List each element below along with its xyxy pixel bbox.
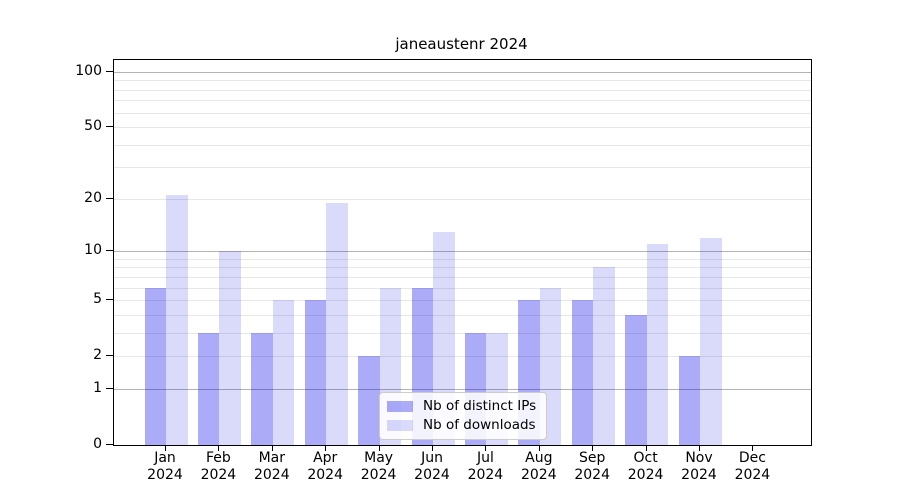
x-tick-mark [271,445,273,451]
x-tick-label: Jun 2024 [414,450,450,483]
gridline [114,287,811,289]
gridline [114,127,811,129]
y-tick-label: 10 [84,242,102,259]
bar-downloads [700,237,722,445]
gridline [114,100,811,102]
y-tick-mark [106,299,113,301]
x-tick-mark [592,445,594,451]
gridline [114,389,811,390]
x-tick-label: Apr 2024 [307,450,343,483]
x-tick-label: Sep 2024 [574,450,610,483]
x-tick-mark [165,445,166,451]
y-tick-label: 5 [93,291,102,308]
gridline [114,332,811,334]
x-tick-label: May 2024 [360,450,397,483]
x-tick-label: Aug 2024 [520,450,557,483]
gridline [114,144,811,146]
y-tick-label: 2 [93,347,102,364]
x-tick-mark [699,445,700,451]
gridline [114,276,811,278]
bar-distinct-ips [197,332,220,445]
bar-downloads [166,195,188,445]
y-tick-mark [106,197,113,199]
bar-distinct-ips [678,356,700,445]
x-tick-mark [752,445,754,451]
y-tick-label: 1 [93,380,102,396]
gridline [114,356,811,358]
x-tick-label: Oct 2024 [627,450,664,483]
y-tick-label: 0 [93,436,102,452]
x-tick-label: Jan 2024 [147,450,183,483]
gridline [114,71,811,73]
bar-distinct-ips [625,314,647,445]
gridline [114,89,811,91]
y-tick-mark [106,126,113,128]
y-tick-label: 100 [75,62,102,79]
gridline [114,251,811,253]
legend-swatch-distinct-ips [387,400,413,412]
gridline [114,258,811,260]
x-tick-mark [218,445,220,451]
x-tick-label: Nov 2024 [681,450,717,483]
gridline [114,267,811,269]
bar-downloads [593,267,615,445]
x-tick-label: Mar 2024 [253,450,290,483]
legend: Nb of distinct IPs Nb of downloads [379,392,548,440]
x-tick-label: Jul 2024 [467,450,504,483]
bar-downloads [433,231,455,445]
y-tick-mark [106,250,113,252]
x-tick-label: Feb 2024 [200,450,237,483]
legend-item-downloads: Nb of downloads [387,418,536,432]
gridline [114,167,811,169]
gridline [114,80,811,82]
y-tick-mark [106,70,113,72]
gridline [114,198,811,200]
plot-area [113,59,812,446]
y-tick-label: 50 [84,118,102,135]
x-tick-mark [378,445,380,451]
y-tick-label: 20 [84,189,102,206]
bar-distinct-ips [251,332,273,445]
y-tick-mark [106,355,113,357]
bar-downloads [272,300,295,445]
legend-swatch-downloads [387,419,413,431]
x-tick-mark [432,445,433,451]
bar-distinct-ips [144,287,166,445]
y-tick-mark [106,388,113,389]
bar-distinct-ips [358,356,380,445]
y-tick-mark [106,444,113,445]
x-tick-mark [485,445,487,451]
x-tick-mark [325,445,327,451]
legend-label-distinct-ips: Nb of distinct IPs [423,398,537,414]
legend-label-downloads: Nb of downloads [423,417,536,433]
gridline [114,300,811,302]
x-tick-mark [645,445,647,451]
gridline [114,314,811,316]
bar-downloads [326,202,348,445]
legend-item-distinct-ips: Nb of distinct IPs [387,399,536,413]
x-tick-label: Dec 2024 [734,450,771,483]
gridline [114,112,811,114]
bar-downloads [219,251,241,445]
x-tick-mark [538,445,540,451]
bar-distinct-ips [304,300,327,445]
bar-downloads [646,244,669,445]
bar-distinct-ips [571,300,594,445]
chart-title: janeaustenr 2024 [395,35,528,53]
